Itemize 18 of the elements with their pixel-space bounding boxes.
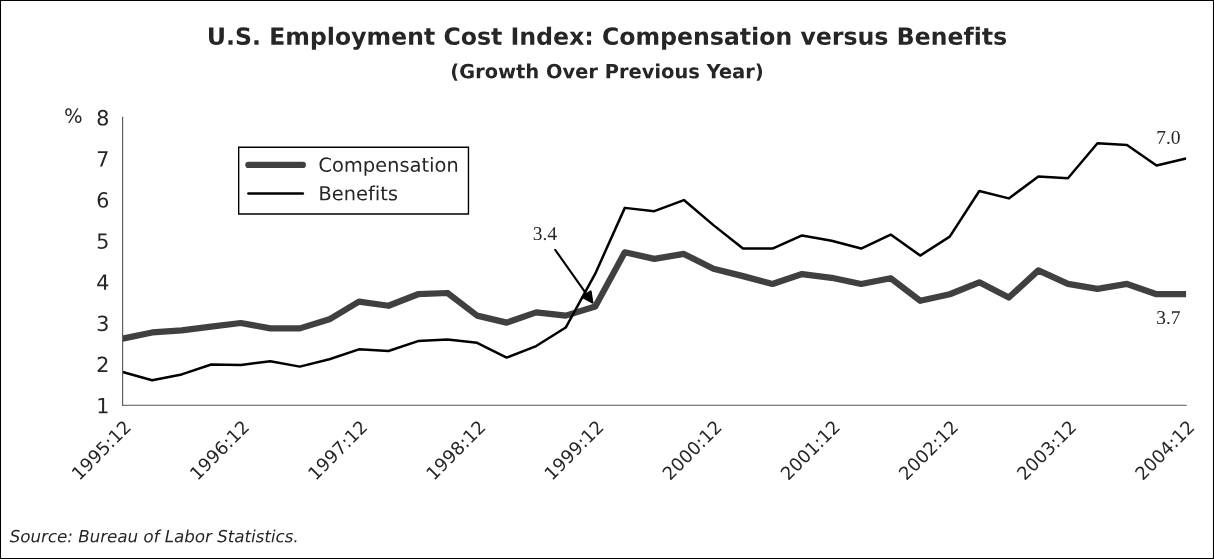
source-note: Source: Bureau of Labor Statistics.: [9, 529, 297, 543]
legend-label: Benefits: [320, 185, 398, 201]
y-tick-label: 3: [97, 315, 108, 332]
y-tick-label: 1: [98, 398, 108, 414]
legend-label: Compensation: [319, 156, 458, 176]
annotation: 3.7: [1157, 311, 1180, 325]
y-tick-label: 7: [97, 151, 108, 167]
chart-subtitle: (Growth Over Previous Year): [451, 63, 763, 81]
annotation: 7.0: [1157, 130, 1180, 145]
y-tick-label: 8: [97, 109, 108, 126]
y-tick-label: 5: [97, 233, 108, 249]
y-tick-label: 2: [97, 356, 108, 373]
y-tick-label: 4: [97, 274, 109, 290]
annotation: 3.4: [533, 227, 557, 241]
line-series: [122, 142, 1187, 382]
y-axis-title: %: [65, 108, 82, 124]
chart-title: U.S. Employment Cost Index: Compensation versus Benefits: [209, 26, 1007, 50]
y-tick-label: 6: [97, 192, 109, 208]
